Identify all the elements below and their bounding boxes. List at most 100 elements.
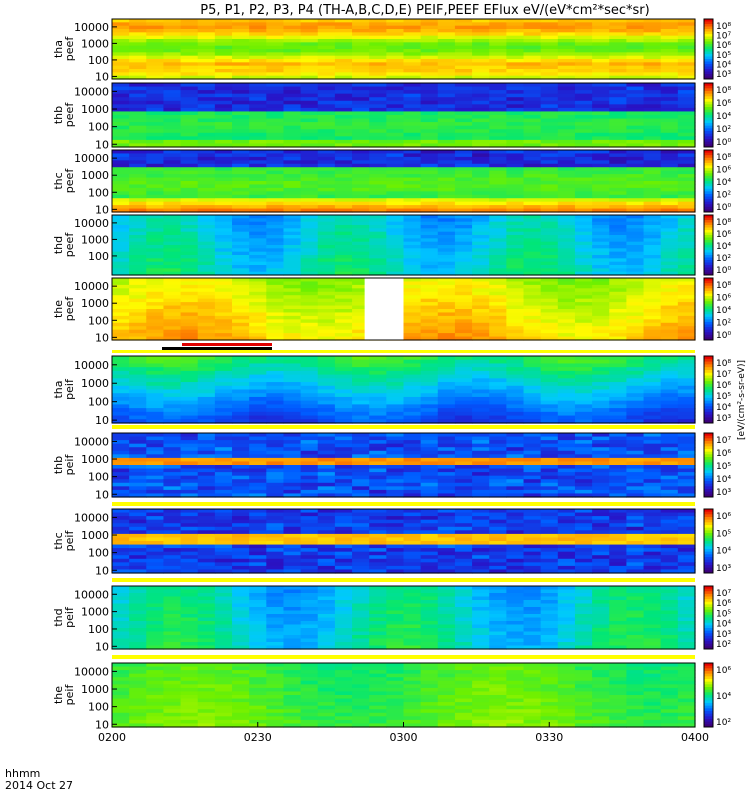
heatmap-cell (129, 288, 147, 293)
heatmap-cell (677, 62, 696, 67)
heatmap-cell (626, 221, 645, 226)
heatmap-cell (437, 150, 456, 155)
heatmap-cell (232, 333, 250, 338)
heatmap-cell (369, 457, 387, 463)
heatmap-cell (660, 336, 679, 341)
heatmap-cell (180, 523, 199, 528)
heatmap-cell (214, 312, 233, 317)
heatmap-cell (334, 45, 353, 50)
heatmap-cell (626, 305, 645, 310)
heatmap-cell (454, 174, 473, 179)
heatmap-cell (643, 156, 662, 161)
heatmap-cell (317, 271, 336, 276)
heatmap-cell (249, 65, 267, 70)
heatmap-cell (660, 271, 679, 276)
heatmap-cell (197, 382, 216, 387)
heatmap-cell (197, 523, 216, 528)
heatmap-cell (112, 139, 130, 145)
heatmap-cell (643, 55, 662, 60)
heatmap-cell (523, 363, 542, 368)
heatmap-cell (369, 156, 387, 161)
heatmap-cell (437, 326, 456, 331)
heatmap-cell (506, 184, 525, 189)
heatmap-cell (386, 265, 405, 269)
heatmap-cell (283, 281, 302, 286)
heatmap-cell (660, 245, 679, 249)
heatmap-cell (506, 125, 525, 130)
heatmap-cell (540, 125, 559, 130)
heatmap-cell (334, 160, 353, 165)
heatmap-cell (317, 309, 336, 314)
heatmap-cell (506, 447, 525, 452)
panel-ylabel: peef (63, 102, 76, 128)
heatmap-cell (180, 107, 199, 113)
heatmap-cell (249, 472, 267, 477)
heatmap-cell (677, 363, 696, 368)
heatmap-cell (420, 457, 439, 463)
heatmap-cell (386, 235, 405, 239)
heatmap-cell (180, 225, 199, 229)
heatmap-cell (540, 32, 559, 37)
heatmap-cell (283, 329, 302, 334)
heatmap-cell (386, 97, 405, 102)
heatmap-cell (300, 315, 319, 320)
heatmap-cell (163, 255, 182, 259)
heatmap-cell (146, 122, 165, 127)
heatmap-cell (146, 537, 165, 542)
heatmap-cell (523, 231, 542, 236)
heatmap-cell (369, 170, 387, 175)
heatmap-cell (403, 475, 422, 480)
heatmap-cell (334, 302, 353, 307)
heatmap-cell (609, 265, 628, 269)
heatmap-cell (197, 265, 216, 269)
heatmap-cell (129, 218, 147, 223)
heatmap-cell (180, 562, 199, 567)
heatmap-cell (112, 305, 130, 310)
heatmap-cell (197, 221, 216, 226)
heatmap-cell (472, 245, 490, 249)
heatmap-cell (369, 493, 387, 498)
heatmap-cell (540, 389, 559, 394)
heatmap-cell (609, 374, 628, 379)
heatmap-cell (180, 231, 199, 236)
heatmap-cell (146, 19, 165, 23)
heatmap-cell (540, 443, 559, 448)
heatmap-cell (283, 400, 302, 405)
heatmap-cell (403, 465, 422, 470)
y-tick-label: 1000 (81, 103, 109, 116)
heatmap-cell (626, 284, 645, 289)
heatmap-cell (369, 408, 387, 413)
heatmap-cell (609, 393, 628, 398)
colorbar-tick-label: 10⁵ (716, 462, 731, 472)
heatmap-cell (626, 461, 645, 466)
heatmap-cell (197, 107, 216, 113)
heatmap-cell (420, 52, 439, 57)
heatmap-cell (266, 184, 285, 189)
colorbar-segment (704, 242, 713, 246)
y-tick-label: 10000 (74, 435, 109, 448)
heatmap-cell (283, 194, 302, 199)
heatmap-cell (232, 475, 250, 480)
heatmap-cell (557, 433, 576, 438)
heatmap-cell (540, 228, 559, 233)
heatmap-cell (386, 472, 405, 477)
heatmap-cell (369, 59, 387, 63)
heatmap-cell (300, 551, 319, 556)
heatmap-cell (403, 291, 422, 296)
heatmap-cell (214, 231, 233, 236)
heatmap-cell (129, 370, 147, 376)
heatmap-cell (232, 231, 250, 236)
heatmap-cell (283, 86, 302, 91)
heatmap-cell (249, 177, 267, 182)
heatmap-cell (523, 374, 542, 379)
heatmap-cell (197, 156, 216, 161)
heatmap-cell (197, 493, 216, 498)
heatmap-cell (163, 537, 182, 542)
heatmap-cell (180, 309, 199, 314)
heatmap-cell (523, 118, 542, 123)
heatmap-cell (677, 52, 696, 57)
heatmap-cell (540, 261, 559, 266)
heatmap-cell (506, 132, 525, 137)
heatmap-cell (197, 218, 216, 223)
heatmap-cell (317, 523, 336, 528)
